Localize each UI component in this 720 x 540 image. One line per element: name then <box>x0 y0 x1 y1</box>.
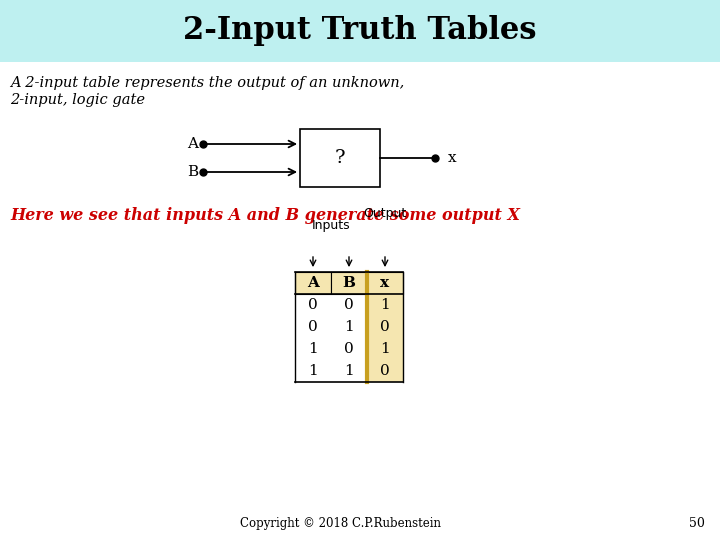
Text: 0: 0 <box>344 298 354 312</box>
Text: 1: 1 <box>380 342 390 356</box>
Text: B: B <box>187 165 199 179</box>
Bar <box>331 272 367 294</box>
Text: 2-input, logic gate: 2-input, logic gate <box>10 93 145 107</box>
Text: A: A <box>187 137 199 151</box>
Text: 0: 0 <box>308 298 318 312</box>
Text: 1: 1 <box>308 342 318 356</box>
Text: 0: 0 <box>380 320 390 334</box>
Text: 1: 1 <box>308 364 318 378</box>
Text: Output: Output <box>364 207 407 220</box>
Text: A 2-input table represents the output of an unknown,: A 2-input table represents the output of… <box>10 76 404 90</box>
Text: 1: 1 <box>344 320 354 334</box>
Text: 0: 0 <box>380 364 390 378</box>
Bar <box>367 316 403 338</box>
Bar <box>0 0 720 62</box>
Text: 1: 1 <box>380 298 390 312</box>
Text: 50: 50 <box>689 517 705 530</box>
Bar <box>367 338 403 360</box>
Bar <box>367 272 403 294</box>
Text: Copyright © 2018 C.P.Rubenstein: Copyright © 2018 C.P.Rubenstein <box>240 517 441 530</box>
Text: x: x <box>448 151 456 165</box>
Text: Inputs: Inputs <box>312 219 351 232</box>
Text: ?: ? <box>335 149 346 167</box>
Text: 1: 1 <box>344 364 354 378</box>
Text: 0: 0 <box>344 342 354 356</box>
Text: A: A <box>307 276 319 290</box>
Text: 2-Input Truth Tables: 2-Input Truth Tables <box>184 16 536 46</box>
Text: Here we see that inputs A and B generate some output X: Here we see that inputs A and B generate… <box>10 206 520 224</box>
Bar <box>300 129 380 187</box>
Bar <box>367 294 403 316</box>
Text: x: x <box>380 276 390 290</box>
Text: 0: 0 <box>308 320 318 334</box>
Bar <box>295 272 331 294</box>
Bar <box>367 360 403 382</box>
Text: B: B <box>343 276 356 290</box>
